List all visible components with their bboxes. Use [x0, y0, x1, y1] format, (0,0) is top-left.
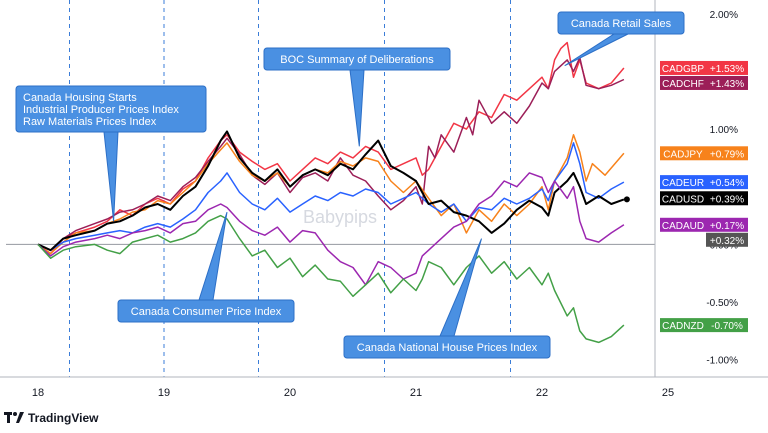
price-label-cadaud: CADAUD +0.17%	[660, 217, 748, 232]
footer-brand: TradingView	[4, 407, 98, 429]
series-line-cadnzd	[37, 214, 625, 344]
x-tick-label: 20	[284, 387, 296, 399]
price-label-value: +1.43%	[710, 79, 744, 90]
annotation-text: BOC Summary of Deliberations	[280, 54, 434, 66]
price-label-cadusd: CADUSD +0.39%	[660, 191, 748, 206]
price-label-value-box	[706, 175, 748, 190]
annotation-text: Canada National House Prices Index	[357, 342, 538, 354]
price-label-cadeur: CADEUR +0.54%	[660, 175, 748, 190]
y-tick-label: -1.00%	[706, 356, 738, 367]
annotation-text: Canada Consumer Price Index	[131, 306, 282, 318]
annotation-text: Canada Retail Sales	[571, 18, 672, 30]
y-tick-label: 1.00%	[710, 125, 738, 136]
price-label-name-box	[660, 146, 706, 161]
series-line-cadaud	[37, 172, 625, 286]
price-label-value: +0.79%	[710, 149, 744, 160]
last-point-marker	[623, 196, 630, 203]
tradingview-logo-icon	[4, 412, 24, 423]
annotation-pointer	[564, 33, 629, 67]
annotation-box	[557, 11, 685, 35]
price-label-name: CADUSD	[662, 194, 704, 205]
price-label-value: +0.32%	[710, 236, 744, 247]
x-tick-label: 19	[158, 387, 170, 399]
price-label-value-box	[706, 217, 748, 232]
price-label-value-box	[706, 60, 748, 75]
annotation-box	[117, 299, 295, 323]
annotation-pointer	[439, 238, 483, 337]
price-label-value-box	[706, 75, 748, 90]
series-line-cadjpy	[37, 134, 625, 255]
price-label-value-box	[706, 318, 748, 333]
x-tick-label: 25	[662, 387, 674, 399]
price-label-name-box	[660, 75, 706, 90]
annotation-callout-3: Canada Consumer Price Index	[117, 211, 295, 323]
series-line-cadchf	[37, 56, 625, 251]
annotation-callout-1: BOC Summary of Deliberations	[263, 47, 451, 147]
price-label-name-box	[660, 318, 706, 333]
annotation-pointer	[103, 131, 119, 222]
price-label-cadgbp: CADGBP +1.53%	[660, 60, 748, 75]
price-label-value: +0.39%	[710, 194, 744, 205]
y-tick-label: 2.00%	[710, 10, 738, 21]
price-label-name: CADJPY	[663, 149, 703, 160]
series-line-cadgbp	[37, 41, 625, 255]
price-label-cadnzd: CADNZD -0.70%	[660, 318, 748, 333]
watermark-text: Babypips	[303, 207, 377, 227]
price-label-name: CADEUR	[662, 178, 704, 189]
series-line-cadeur	[37, 142, 625, 251]
price-label-name: CADAUD	[662, 221, 704, 232]
price-label-value: +1.53%	[710, 64, 744, 75]
x-tick-label: 22	[536, 387, 548, 399]
brand-name: TradingView	[28, 411, 99, 425]
price-label-name-box	[660, 191, 706, 206]
price-label-value: +0.17%	[710, 221, 744, 232]
price-label-extra-0: +0.32%	[706, 232, 748, 247]
annotation-box	[343, 335, 551, 359]
x-tick-label: 21	[410, 387, 422, 399]
price-label-value-box	[706, 191, 748, 206]
price-label-name: CADGBP	[662, 64, 705, 75]
series-line-cadusd	[37, 130, 625, 252]
price-label-cadchf: CADCHF +1.43%	[660, 75, 748, 90]
annotation-callout-4: Canada National House Prices Index	[343, 238, 551, 359]
price-label-name-box	[660, 175, 706, 190]
price-label-cadjpy: CADJPY +0.79%	[660, 146, 748, 161]
annotation-box	[15, 85, 207, 133]
annotation-text: Canada Housing Starts	[23, 92, 137, 104]
price-label-name-box	[660, 60, 706, 75]
x-tick-label: 18	[32, 387, 44, 399]
price-label-value: +0.54%	[710, 178, 744, 189]
annotation-box	[263, 47, 451, 71]
annotation-callout-2: Canada Retail Sales	[557, 11, 685, 67]
price-label-value-box	[706, 232, 748, 247]
annotation-text: Raw Materials Prices Index	[23, 116, 157, 128]
price-label-name-box	[660, 217, 706, 232]
price-label-value-box	[706, 146, 748, 161]
price-label-name: CADNZD	[662, 321, 704, 332]
annotation-text: Industrial Producer Prices Index	[23, 104, 179, 116]
annotation-pointer	[349, 69, 365, 147]
y-tick-label: -0.50%	[706, 298, 738, 309]
price-label-value: -0.70%	[711, 321, 743, 332]
price-label-name: CADCHF	[662, 79, 704, 90]
